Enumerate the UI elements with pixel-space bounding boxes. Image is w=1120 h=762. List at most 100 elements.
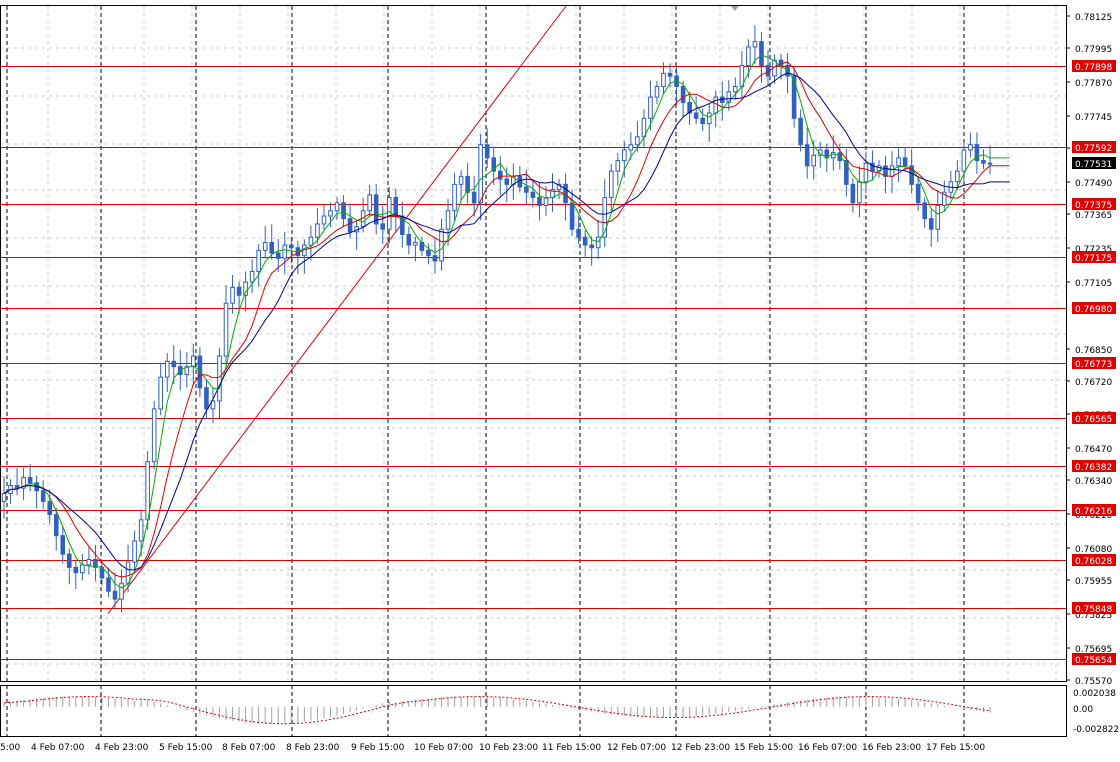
candle-body (171, 360, 177, 368)
candle-body (164, 360, 170, 378)
candle-body (987, 162, 993, 165)
candle-body (21, 477, 26, 489)
oscillator-tick-label: 0.002038 (1073, 689, 1116, 699)
time-tick-label: 10 Feb 07:00 (414, 743, 473, 753)
candle-body (236, 286, 242, 296)
candle-body (759, 41, 764, 66)
candle-body (589, 244, 594, 249)
candle-body (556, 183, 562, 191)
candle-body (785, 64, 790, 77)
candle-body (491, 157, 497, 172)
oscillator-pane-border (0, 685, 1067, 737)
level-label: 0.76382 (1075, 463, 1112, 473)
candle-body (73, 566, 79, 574)
candle-body (817, 149, 823, 156)
candle-body (752, 41, 758, 48)
candle-body (328, 210, 333, 217)
candle-body (458, 175, 464, 185)
candle-body (445, 210, 451, 230)
price-tick-label: 0.77365 (1075, 211, 1112, 221)
price-tick-label: 0.77745 (1075, 113, 1112, 123)
candle-body (151, 408, 157, 463)
candle-body (426, 249, 431, 257)
candle-body (955, 170, 960, 183)
level-label-box (1072, 504, 1116, 516)
level-label: 0.76028 (1075, 557, 1112, 567)
level-labels: 0.77898 0.77592 0.77375 0.77175 0.76980 0.767… (1072, 60, 1116, 666)
candle-body (86, 558, 92, 566)
price-tick-label: 0.75955 (1075, 577, 1112, 587)
candle-body (223, 302, 229, 357)
candle-body (269, 241, 275, 254)
candle-body (746, 46, 751, 66)
candle-body (961, 149, 967, 172)
level-label-box (1072, 251, 1116, 263)
candle-body (824, 149, 830, 159)
price-tick-label: 0.78125 (1075, 13, 1112, 23)
candle-body (941, 191, 947, 206)
level-label: 0.77375 (1075, 201, 1112, 211)
time-tick-label: 11 Feb 15:00 (542, 743, 601, 753)
candle-body (543, 197, 549, 206)
candle-body (275, 252, 281, 259)
level-label: 0.77175 (1075, 254, 1112, 264)
candle-body (93, 558, 98, 568)
candle-body (615, 160, 621, 172)
candle-body (628, 144, 634, 151)
level-label-box (1072, 602, 1116, 614)
candle-body (315, 223, 320, 238)
time-tick-label: 4 Feb 23:00 (95, 743, 149, 753)
time-tick-label: 8 Feb 07:00 (222, 743, 276, 753)
time-tick-label: 5 Feb 15:00 (159, 743, 213, 753)
candle-body (837, 152, 843, 162)
time-tick-label: 15 Feb 15:00 (734, 743, 793, 753)
candle-body (406, 234, 412, 246)
chart-frame (0, 5, 1067, 737)
candle-body (53, 514, 59, 537)
candle-body (622, 149, 627, 162)
candle-body (119, 582, 124, 600)
moving-averages (3, 54, 1010, 589)
oscillator-pane: 0.002038 0.00 -0.002822 (3, 689, 1119, 735)
candle-body (14, 485, 20, 489)
candle-body (661, 72, 666, 88)
candle-body (935, 204, 941, 230)
time-tick-label: 12 Feb 07:00 (607, 743, 666, 753)
candle-body (680, 86, 686, 103)
level-label-box (1072, 60, 1116, 72)
candle-body (393, 197, 399, 217)
moving-average-line-slow (3, 72, 1010, 571)
support-resistance-levels (0, 66, 1066, 660)
candle-body (132, 540, 137, 563)
level-label: 0.75848 (1075, 605, 1112, 615)
oscillator-signal-line (3, 695, 991, 725)
level-label-box (1072, 554, 1116, 566)
candle-body (217, 355, 222, 402)
oscillator-tick-label: 0.00 (1073, 705, 1093, 715)
candle-body (713, 96, 719, 114)
candle-body (896, 157, 901, 167)
time-tick-label: 12 Feb 23:00 (671, 743, 730, 753)
price-tick-label: 0.75825 (1075, 611, 1112, 621)
price-tick-label: 0.77995 (1075, 45, 1112, 55)
time-tick-label: 5:00 (0, 743, 20, 753)
candle-body (67, 553, 72, 568)
candle-body (282, 244, 288, 259)
candle-body (452, 183, 457, 212)
level-label-box (1072, 653, 1116, 665)
chart-shift-marker-icon[interactable] (731, 6, 739, 11)
candle-body (504, 178, 510, 185)
candle-body (889, 165, 895, 177)
candle-body (654, 86, 660, 98)
level-label: 0.75654 (1075, 656, 1112, 666)
trendline[interactable] (107, 5, 567, 614)
candle-body (582, 236, 588, 246)
level-label: 0.77592 (1075, 144, 1112, 154)
price-tick-label: 0.76340 (1075, 477, 1112, 487)
trendline-layer (107, 5, 567, 614)
candle-body (706, 112, 712, 125)
candle-body (608, 170, 614, 199)
candle-body (439, 228, 444, 262)
